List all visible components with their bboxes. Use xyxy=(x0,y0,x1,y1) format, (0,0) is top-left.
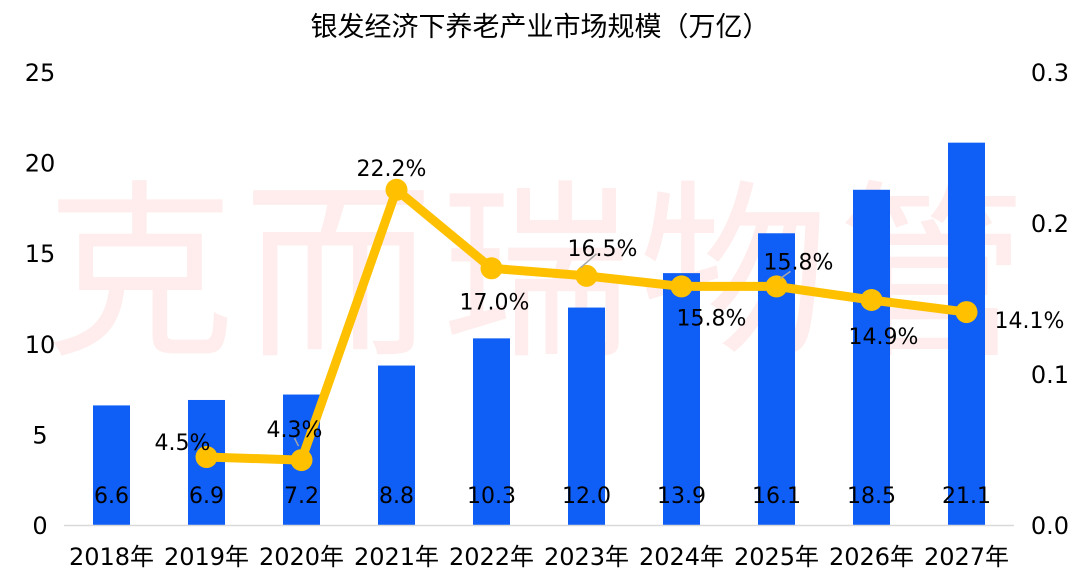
left-tick-label: 15 xyxy=(25,240,56,268)
x-tick-label: 2023年 xyxy=(544,543,629,571)
x-tick-label: 2022年 xyxy=(449,543,534,571)
bar-value-label: 16.1 xyxy=(752,484,801,509)
x-tick-label: 2018年 xyxy=(69,543,154,571)
left-tick-label: 0 xyxy=(32,512,47,540)
growth-value-label: 15.8% xyxy=(677,306,747,331)
bar-series: 6.6 6.9 7.2 8.8 10.3 12.0 13.9 16.1 18.5 21.1 xyxy=(93,142,991,525)
growth-point xyxy=(955,301,978,324)
bar xyxy=(663,273,700,525)
growth-point xyxy=(670,275,693,298)
left-tick-label: 25 xyxy=(25,59,56,87)
x-tick-label: 2024年 xyxy=(639,543,724,571)
x-axis: 2018年 2019年 2020年 2021年 2022年 2023年 2024年 2025年… xyxy=(64,524,1014,571)
x-tick-label: 2025年 xyxy=(734,543,819,571)
bar xyxy=(93,405,130,525)
growth-value-label: 15.8% xyxy=(764,250,834,275)
x-tick-label: 2019年 xyxy=(164,543,249,571)
growth-point xyxy=(765,275,788,298)
growth-value-label: 17.0% xyxy=(460,290,530,315)
right-tick-label: 0.2 xyxy=(1031,210,1069,238)
growth-value-label: 4.3% xyxy=(267,418,323,443)
growth-point xyxy=(860,289,883,312)
left-tick-label: 20 xyxy=(25,150,56,178)
left-tick-label: 5 xyxy=(32,421,47,449)
growth-point xyxy=(480,257,503,280)
label-leader-line xyxy=(293,437,300,447)
bar-value-label: 21.1 xyxy=(942,484,991,509)
x-tick-label: 2027年 xyxy=(924,543,1009,571)
bar-value-label: 6.9 xyxy=(189,484,224,509)
line-series: 4.5% 4.3% 22.2% 17.0% 16.5% 15.8% 15.8% 14.9% 14… xyxy=(155,157,1065,472)
bar xyxy=(948,142,985,525)
right-tick-label: 0.3 xyxy=(1031,59,1069,87)
chart-title: 银发经济下养老产业市场规模（万亿） xyxy=(311,12,770,43)
growth-point xyxy=(385,178,408,201)
growth-point xyxy=(290,449,313,472)
bar xyxy=(473,338,510,525)
bar xyxy=(378,365,415,525)
growth-value-label: 16.5% xyxy=(568,237,638,262)
label-leader-line xyxy=(580,253,597,269)
x-tick-label: 2021年 xyxy=(354,543,439,571)
bar-value-label: 7.2 xyxy=(284,484,319,509)
bar-value-label: 10.3 xyxy=(467,484,516,509)
right-tick-label: 0.1 xyxy=(1031,361,1069,389)
x-tick-label: 2020年 xyxy=(259,543,344,571)
growth-value-label: 4.5% xyxy=(155,431,211,456)
x-tick-label: 2026年 xyxy=(829,543,914,571)
left-tick-label: 10 xyxy=(25,331,56,359)
bar-value-label: 6.6 xyxy=(94,484,129,509)
growth-point xyxy=(575,264,598,287)
bar xyxy=(568,307,605,525)
growth-value-label: 14.9% xyxy=(849,325,919,350)
bar-value-label: 18.5 xyxy=(847,484,896,509)
label-leader-line xyxy=(780,270,791,280)
growth-value-label: 22.2% xyxy=(357,157,427,182)
bar-value-label: 8.8 xyxy=(379,484,414,509)
bar xyxy=(853,189,890,525)
bar-value-label: 12.0 xyxy=(562,484,611,509)
bar-value-label: 13.9 xyxy=(657,484,706,509)
right-tick-label: 0.0 xyxy=(1031,512,1069,540)
growth-point xyxy=(195,446,218,469)
growth-value-label: 14.1% xyxy=(995,309,1065,334)
right-axis: 0.0 0.1 0.2 0.3 xyxy=(1031,59,1069,540)
left-axis: 0 5 10 15 20 25 xyxy=(25,59,56,540)
